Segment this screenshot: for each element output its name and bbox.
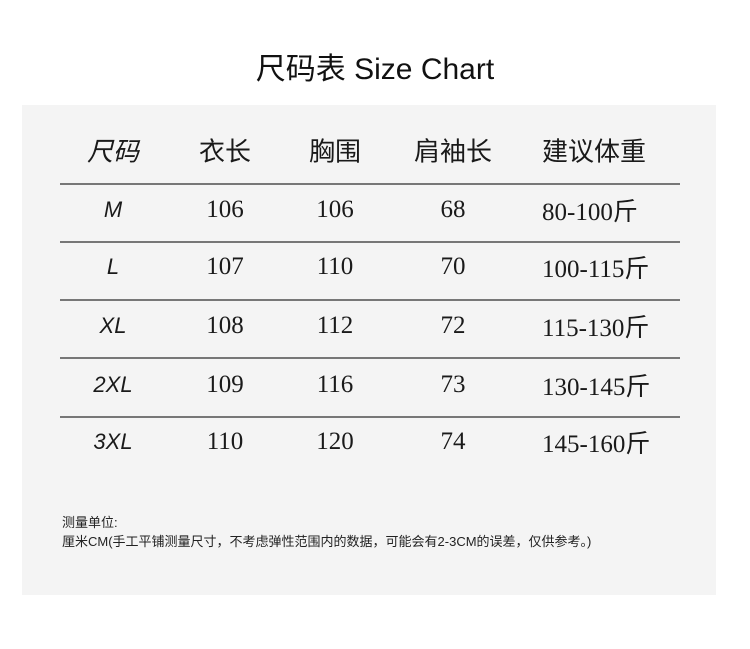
table-cell: 70 [440, 253, 466, 280]
size-cell: 3XL [93, 429, 133, 454]
column-header: 胸围 [308, 137, 362, 167]
table-cell: 120 [316, 428, 354, 455]
size-chart-panel [22, 105, 716, 595]
table-cell: 145-160斤 [542, 431, 651, 458]
row-divider [60, 183, 680, 185]
unit-note: 厘米CM(手工平铺测量尺寸，不考虑弹性范围内的数据，可能会有2-3CM的误差，仅… [62, 534, 592, 549]
column-header: 肩袖长 [413, 137, 493, 167]
table-cell: 80-100斤 [542, 199, 638, 226]
row-divider [60, 241, 680, 243]
size-cell: 2XL [93, 372, 133, 397]
column-header: 尺码 [86, 137, 140, 167]
table-cell: 106 [316, 196, 354, 223]
table-cell: 68 [440, 196, 466, 223]
row-divider [60, 299, 680, 301]
table-cell: 106 [206, 196, 244, 223]
table-cell: 100-115斤 [542, 256, 650, 283]
table-cell: 72 [440, 312, 466, 339]
unit-label: 测量单位: [62, 515, 118, 530]
column-header: 建议体重 [542, 137, 647, 167]
table-cell: 112 [316, 312, 354, 339]
table-cell: 73 [440, 371, 466, 398]
row-divider [60, 416, 680, 418]
column-header: 衣长 [198, 137, 252, 167]
table-cell: 110 [316, 253, 354, 280]
row-divider [60, 357, 680, 359]
table-cell: 130-145斤 [542, 374, 651, 401]
page-title: 尺码表 Size Chart [255, 53, 495, 86]
table-cell: 116 [316, 371, 354, 398]
table-cell: 109 [206, 371, 244, 398]
table-cell: 108 [206, 312, 244, 339]
table-cell: 74 [440, 428, 466, 455]
table-cell: 115-130斤 [542, 315, 650, 342]
table-cell: 110 [206, 428, 244, 455]
size-cell: XL [99, 313, 127, 338]
size-cell: M [103, 197, 123, 222]
size-cell: L [106, 254, 120, 279]
table-cell: 107 [206, 253, 244, 280]
